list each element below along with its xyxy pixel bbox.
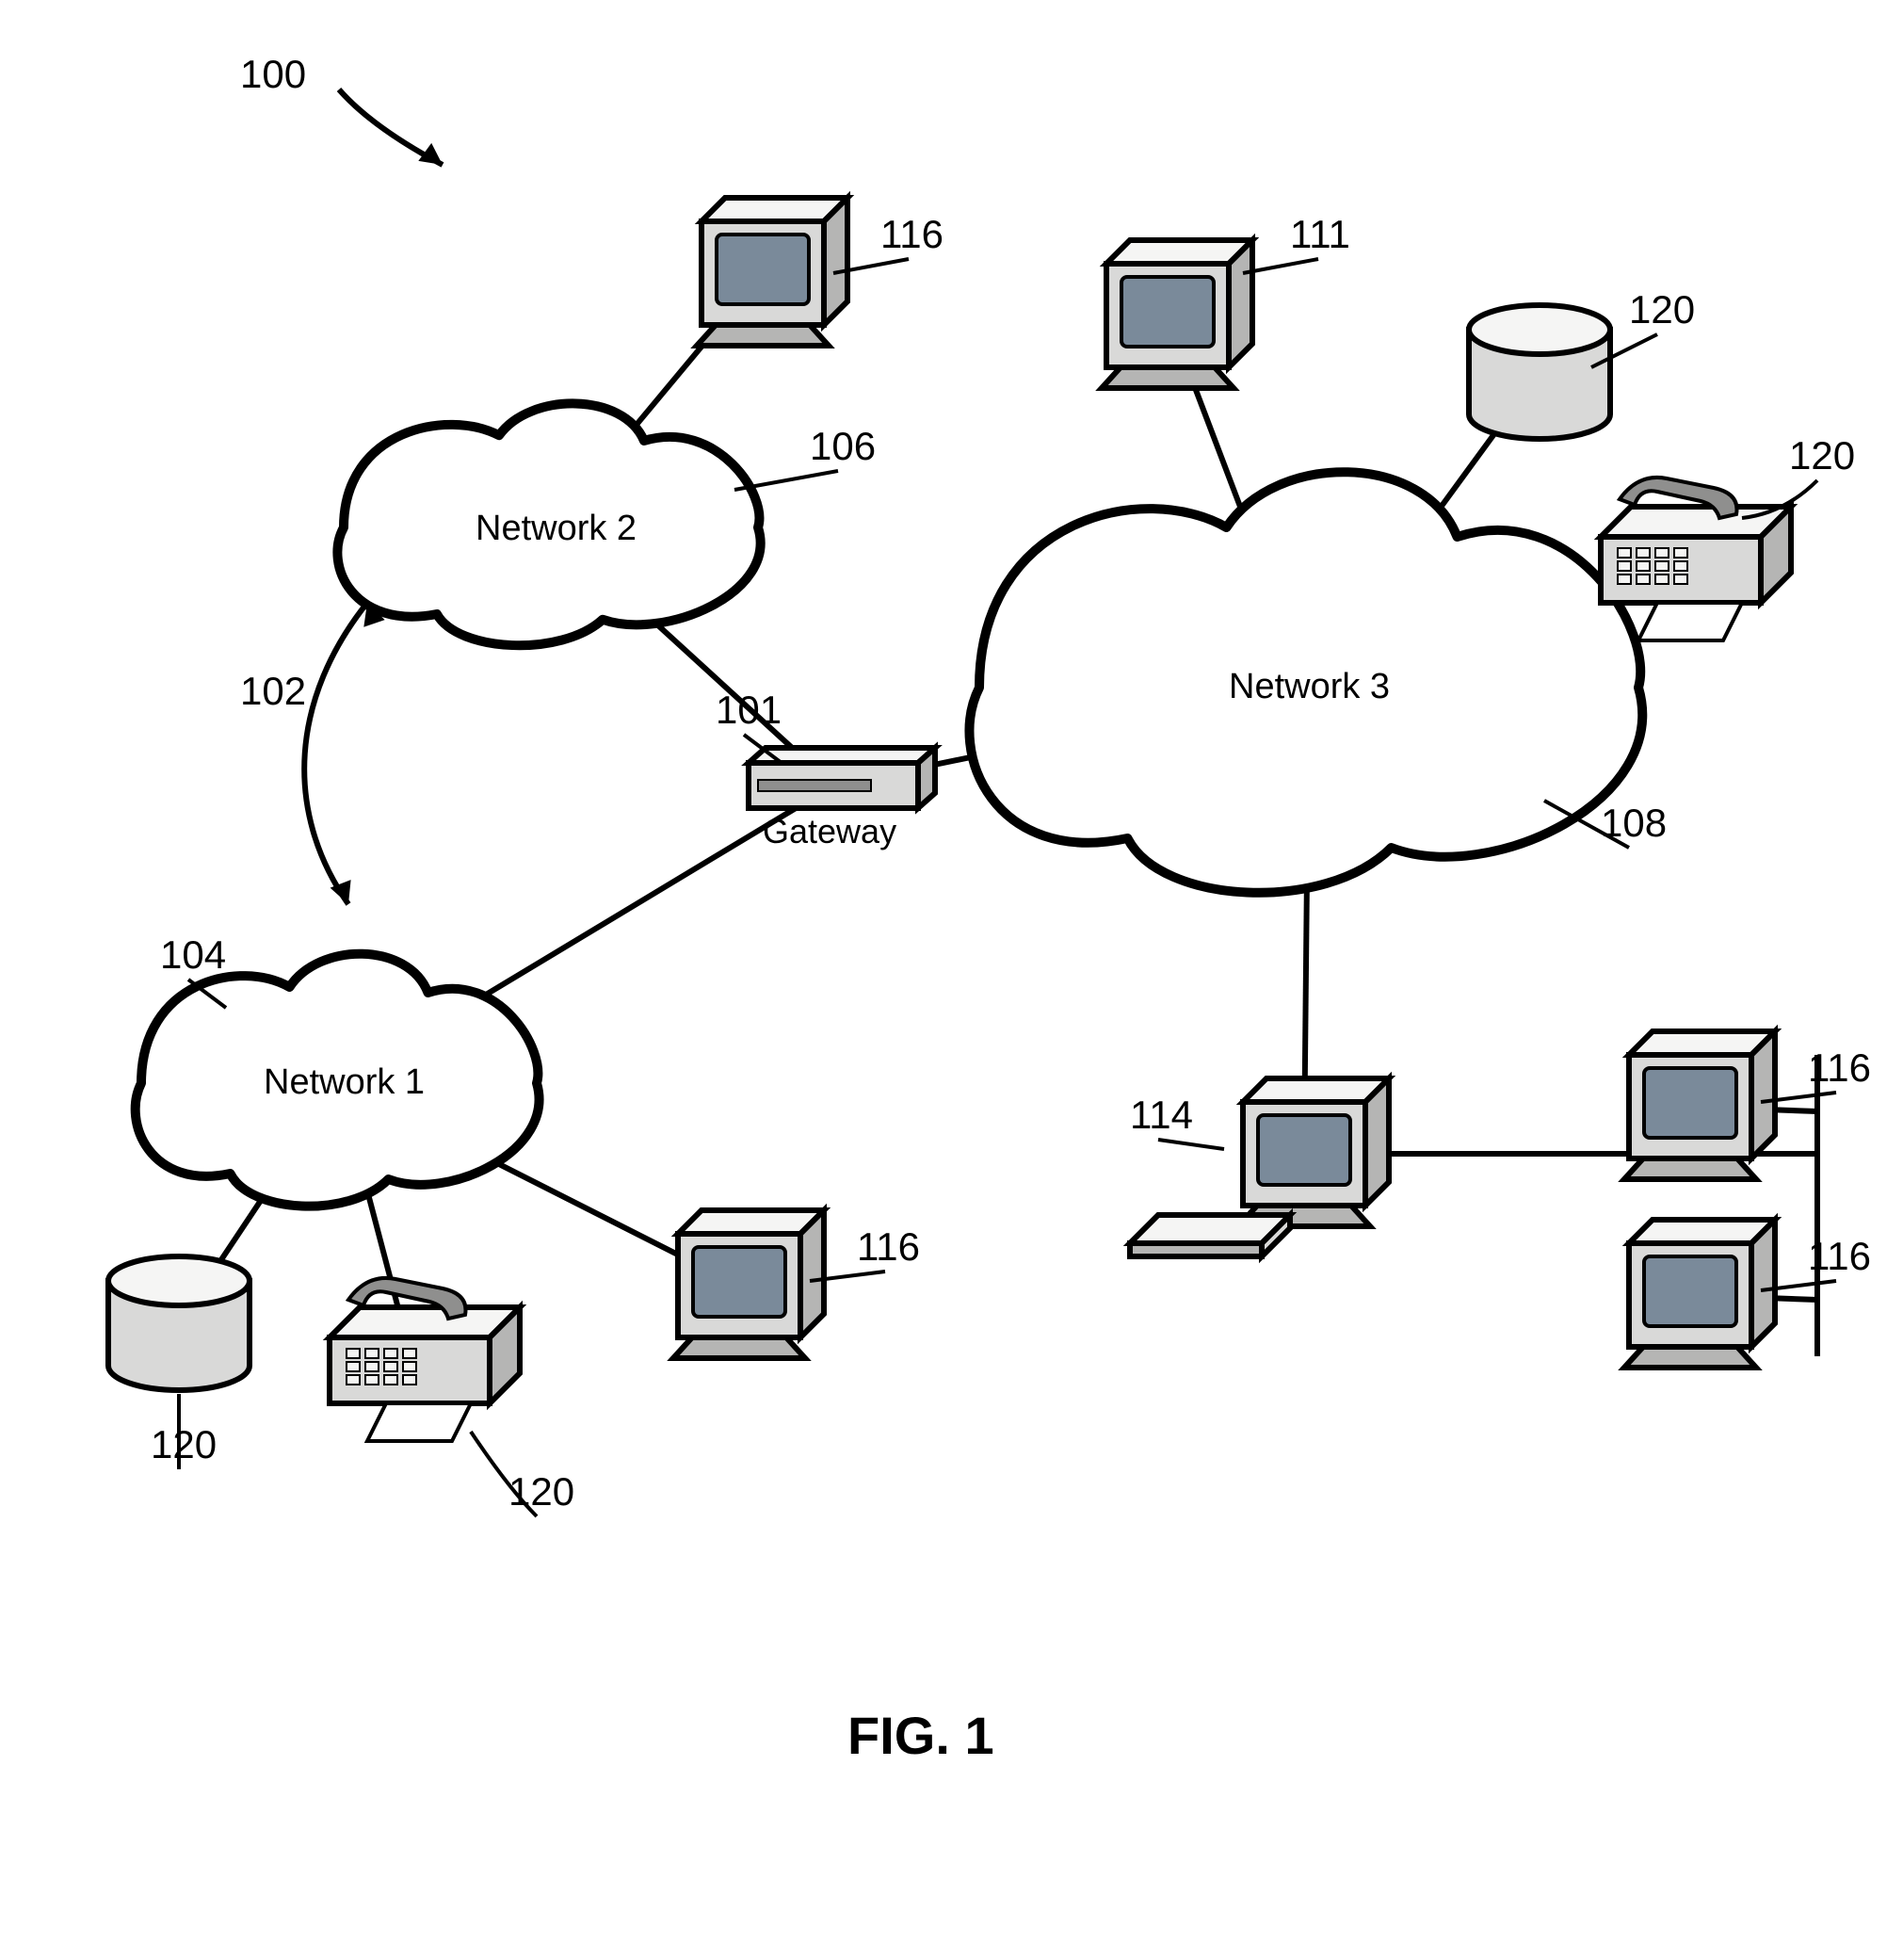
- figure-caption: FIG. 1: [847, 1705, 994, 1766]
- figure-stage: 100 102 104 106 101 108 111 114 116 116 …: [0, 0, 1903, 1960]
- ref-120-a: 120: [1629, 287, 1695, 332]
- ref-114: 114: [1130, 1093, 1193, 1138]
- ref-101: 101: [716, 688, 782, 733]
- label-network1: Network 1: [264, 1062, 425, 1103]
- ref-116-c: 116: [1808, 1045, 1871, 1091]
- ref-116-b: 116: [857, 1224, 920, 1270]
- ref-120-d: 120: [508, 1469, 574, 1515]
- label-network3: Network 3: [1229, 667, 1390, 707]
- ref-116-a: 116: [880, 212, 943, 257]
- ref-104: 104: [160, 932, 226, 978]
- ref-100: 100: [240, 52, 306, 97]
- label-network2: Network 2: [476, 509, 637, 549]
- ref-108: 108: [1601, 801, 1667, 846]
- diagram-svg: [0, 0, 1903, 1960]
- ref-116-d: 116: [1808, 1234, 1871, 1279]
- ref-120-b: 120: [1789, 433, 1855, 478]
- ref-102: 102: [240, 669, 306, 714]
- ref-120-c: 120: [151, 1422, 217, 1467]
- ref-106: 106: [810, 424, 876, 469]
- ref-111: 111: [1290, 212, 1350, 257]
- label-gateway: Gateway: [763, 812, 896, 851]
